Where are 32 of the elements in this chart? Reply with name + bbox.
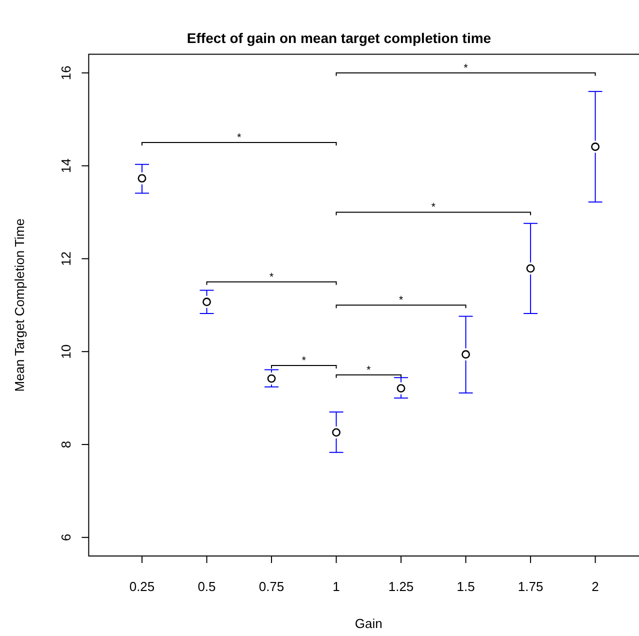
y-tick-label: 10 <box>58 344 74 359</box>
x-tick-label: 0.25 <box>129 579 155 594</box>
x-tick-label: 0.75 <box>258 579 284 594</box>
y-tick-label: 14 <box>58 158 74 174</box>
annotation: * <box>302 355 307 368</box>
point <box>462 350 470 359</box>
x-tick-label: 2 <box>592 579 599 594</box>
annotation: * <box>366 364 372 376</box>
y-tick-label: 12 <box>58 251 74 266</box>
chart-title: Effect of gain on mean target completion time <box>186 30 492 46</box>
x-tick-label: 1 <box>332 579 340 594</box>
x-tick-label: 1.75 <box>518 579 544 594</box>
x-axis-title: Gain <box>354 616 382 631</box>
point <box>526 264 535 273</box>
annotation: * <box>269 271 274 284</box>
annotation: * <box>431 202 436 214</box>
y-tick-label: 6 <box>58 534 74 542</box>
x-tick-label: 1.25 <box>388 579 414 594</box>
annotation: * <box>398 294 404 307</box>
annotation: * <box>464 62 469 74</box>
x-tick-label: 0.5 <box>198 579 216 594</box>
point <box>138 174 146 183</box>
point <box>267 374 276 383</box>
point <box>396 384 406 393</box>
y-tick-label: 16 <box>58 66 74 80</box>
point <box>202 298 211 306</box>
y-tick-label: 8 <box>58 440 74 448</box>
point <box>332 428 340 437</box>
annotation: * <box>236 132 242 144</box>
x-tick-label: 1.5 <box>456 579 475 594</box>
y-axis-title: Mean Target Completion Time <box>12 218 27 392</box>
point <box>591 142 600 151</box>
